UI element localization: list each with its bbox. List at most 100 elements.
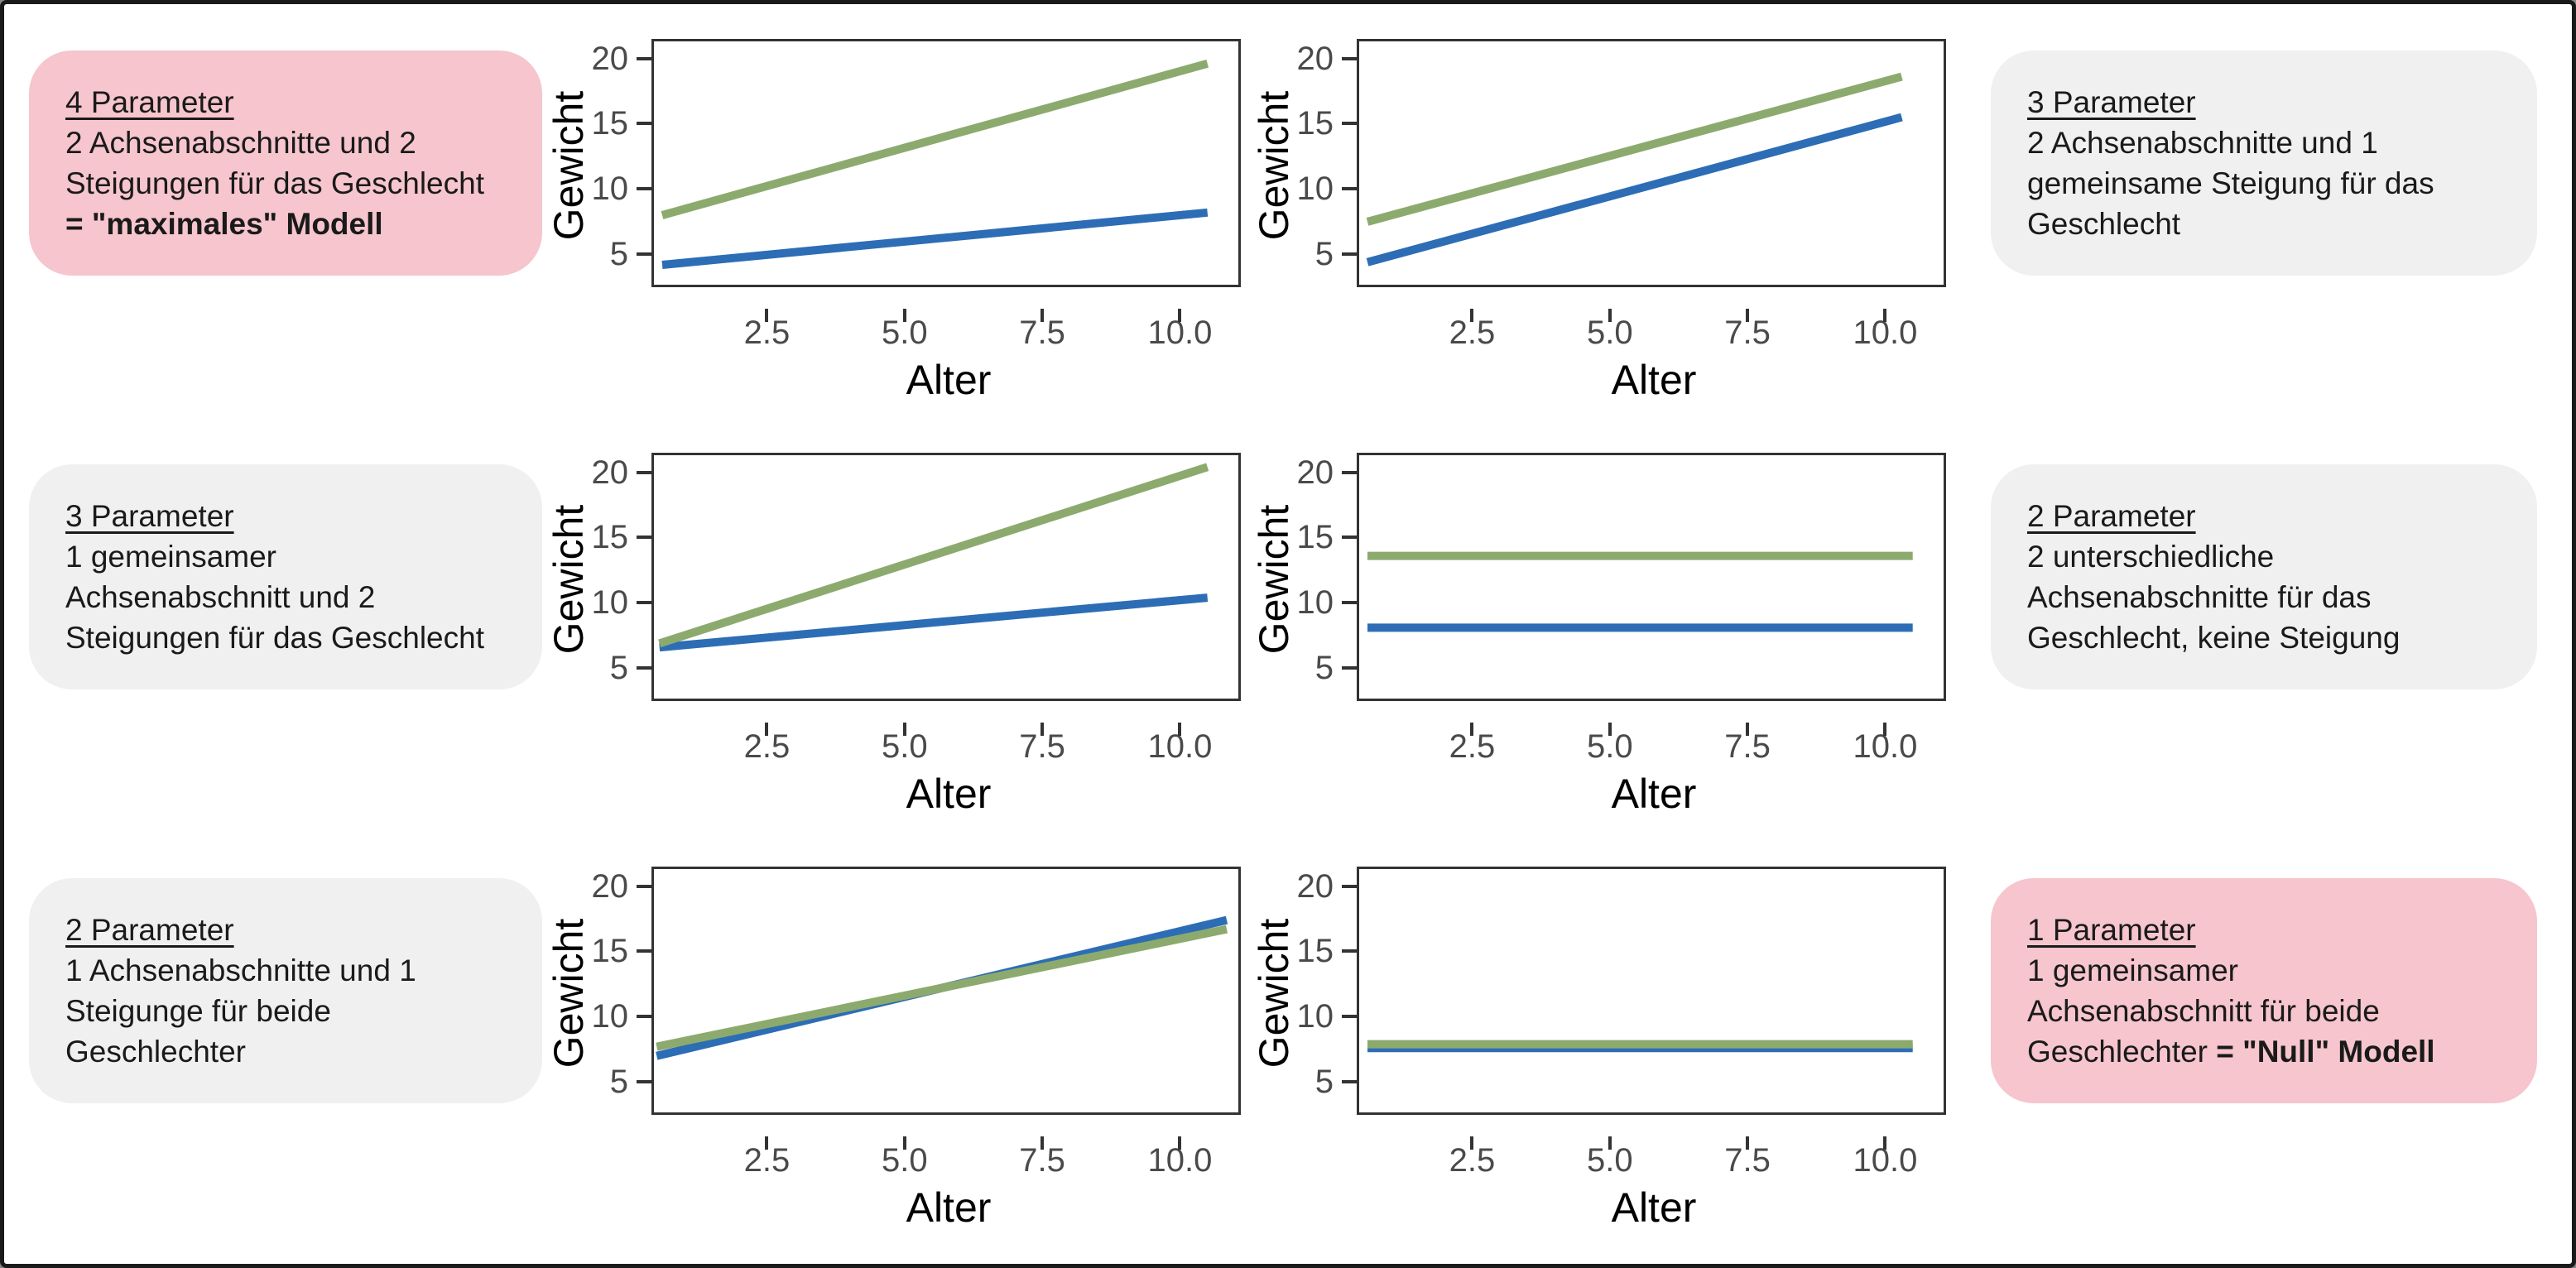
y-tick-mark [1342,601,1357,605]
model-box-text: 2 unterschiedliche [2027,540,2275,574]
plot-3-parameter-common-slope: Gewicht Alter 20 15 10 5 2.5 5.0 7.5 10.0 [1247,21,1951,435]
x-axis-title: Alter [1611,357,1697,403]
y-tick-mark [637,601,651,605]
model-box-text: Achsenabschnitt und 2 [65,580,376,614]
model-box-title: 1 Parameter [2027,913,2196,947]
model-box-text-line: Achsenabschnitt und 2 [65,577,514,617]
y-tick-mark [1342,949,1357,953]
plot-panel [1357,453,1946,701]
model-box-text: 2 Achsenabschnitte und 1 [2027,126,2378,160]
model-box-title: 2 Parameter [65,913,234,947]
model-box-text-line: Steigungen für das Geschlecht [65,163,514,204]
plot-panel [651,867,1241,1115]
y-tick-label: 20 [591,454,629,491]
y-tick-mark [1342,1015,1357,1019]
y-tick-mark [637,1080,651,1084]
model-box-null-model: 1 Parameter 1 gemeinsamer Achsenabschnitt… [1991,878,2537,1103]
plot-null-model: Gewicht Alter 20 15 10 5 2.5 5.0 7.5 10.0 [1247,848,1951,1262]
y-tick-mark [637,252,651,257]
y-tick-label: 15 [591,519,629,556]
figure-grid: 4 Parameter 2 Achsenabschnitte und 2 Stei… [29,21,2539,1262]
y-tick-label: 15 [591,933,629,970]
model-box-text: Geschlecht [2027,207,2181,241]
y-tick-label: 10 [591,171,629,208]
y-tick-mark [637,666,651,670]
x-tick-mark [902,723,906,736]
plot-lines [661,59,1209,269]
y-tick-label: 10 [1296,171,1334,208]
y-tick-label: 20 [591,40,629,77]
model-box-text: Steigunge für beide [65,994,331,1028]
y-tick-label: 15 [1296,519,1334,556]
cell-box-3-parameter-common-intercept: 3 Parameter 1 gemeinsamer Achsenabschnitt… [29,435,542,848]
y-tick-label: 10 [591,584,629,622]
model-box-text-line: 1 Achsenabschnitte und 1 [65,950,514,991]
x-tick-mark [1040,723,1045,736]
plot-lines [1366,72,1903,267]
y-tick-mark [1342,884,1357,888]
model-box-2-parameter-both: 2 Parameter 1 Achsenabschnitte und 1 Stei… [29,878,542,1103]
x-tick-mark [765,723,769,736]
y-tick-label: 15 [1296,933,1334,970]
y-tick-mark [637,536,651,540]
x-tick-mark [1608,1136,1612,1150]
x-axis-title: Alter [906,1184,992,1231]
x-tick-mark [1178,1136,1182,1150]
y-tick-label: 10 [591,998,629,1035]
model-box-text-line: 1 gemeinsamer [65,536,514,577]
model-box-text-line: 1 gemeinsamer [2027,950,2509,991]
model-box-text-line: Geschlechter = "Null" Modell [2027,1031,2509,1072]
model-box-2-parameter-no-slope: 2 Parameter 2 unterschiedliche Achsenabsc… [1991,464,2537,689]
plot-2-parameter-no-slope: Gewicht Alter 20 15 10 5 2.5 5.0 7.5 10.0 [1247,435,1951,848]
green_line [1366,72,1903,226]
x-tick-mark [1883,309,1887,322]
plot-lines [656,915,1228,1060]
plot-panel [651,453,1241,701]
y-tick-mark [637,470,651,474]
plot-panel [651,39,1241,287]
blue_line [1366,113,1903,267]
y-tick-label: 15 [591,105,629,142]
model-box-text: 1 gemeinsamer [65,540,277,574]
x-axis-title: Alter [906,357,992,403]
x-tick-mark [1746,309,1750,322]
cell-box-2-parameter-no-slope: 2 Parameter 2 unterschiedliche Achsenabsc… [1968,435,2539,848]
y-tick-mark [1342,122,1357,126]
x-tick-mark [1040,309,1045,322]
model-box-title: 4 Parameter [65,85,234,119]
y-tick-mark [1342,1080,1357,1084]
x-tick-mark [1470,309,1474,322]
x-tick-mark [1608,723,1612,736]
model-box-text-line: Steigunge für beide [65,991,514,1031]
green_line [656,925,1228,1051]
plot-lines [1367,551,1913,632]
cell-box-max-model: 4 Parameter 2 Achsenabschnitte und 2 Stei… [29,21,542,435]
model-box-text: Geschlecht, keine Steigung [2027,621,2401,655]
x-axis-title: Alter [1611,1184,1697,1231]
model-box-text-line: Achsenabschnitte für das [2027,577,2509,617]
y-tick-label: 5 [1314,650,1334,687]
model-box-title: 3 Parameter [65,499,234,533]
row-1: 4 Parameter 2 Achsenabschnitte und 2 Stei… [29,21,2539,435]
plot-lines [1367,1040,1913,1053]
x-tick-mark [765,309,769,322]
plot-3-parameter-common-intercept: Gewicht Alter 20 15 10 5 2.5 5.0 7.5 10.0 [542,435,1246,848]
model-box-text-line: = "maximales" Modell [65,204,514,244]
model-box-text: Geschlechter [2027,1035,2217,1069]
y-tick-mark [1342,56,1357,60]
green_line [661,59,1209,219]
y-tick-label: 5 [609,236,628,273]
x-tick-mark [1883,1136,1887,1150]
y-tick-mark [637,1015,651,1019]
y-tick-label: 10 [1296,584,1334,622]
y-tick-label: 5 [1314,1064,1334,1101]
model-box-4-parameter: 4 Parameter 2 Achsenabschnitte und 2 Stei… [29,50,542,276]
plot-4-parameter: Gewicht Alter 20 15 10 5 2.5 5.0 7.5 10.0 [542,21,1246,435]
x-tick-mark [1178,723,1182,736]
x-tick-mark [1883,723,1887,736]
y-tick-mark [1342,666,1357,670]
row-3: 2 Parameter 1 Achsenabschnitte und 1 Stei… [29,848,2539,1262]
model-box-text: Steigungen für das Geschlecht [65,166,484,200]
x-tick-mark [1746,723,1750,736]
